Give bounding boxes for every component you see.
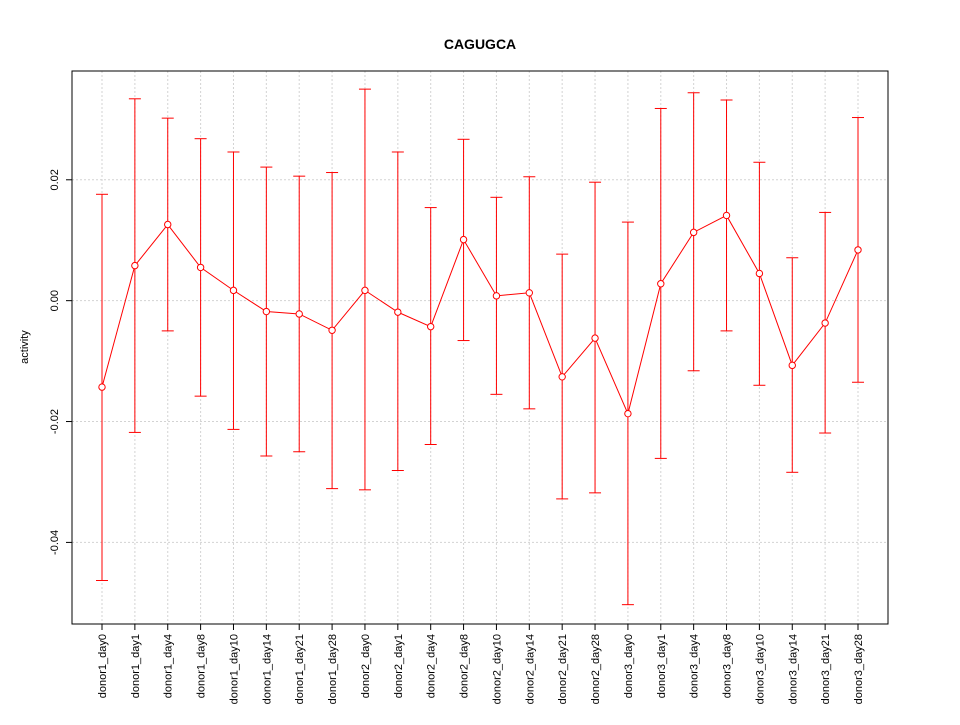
x-tick-label: donor3_day10 [754, 634, 766, 704]
y-tick-label: 0.00 [49, 290, 61, 311]
data-point-donor3_day1 [657, 280, 665, 288]
x-tick-label: donor1_day21 [294, 634, 306, 704]
y-tick-label: -0.02 [49, 409, 61, 434]
x-tick-label: donor2_day4 [426, 634, 438, 698]
data-point-donor3_day14 [788, 361, 796, 370]
plot-frame [71, 70, 889, 625]
data-point-donor1_day4 [164, 220, 172, 229]
data-point-donor2_day4 [426, 322, 435, 331]
data-point-donor3_day8 [722, 211, 731, 220]
data-point-donor1_day28 [328, 326, 336, 334]
y-tick-label: -0.04 [49, 530, 61, 555]
data-point-donor2_day28 [591, 334, 599, 342]
data-point-donor2_day1 [394, 308, 402, 316]
x-tick-label: donor3_day28 [853, 634, 865, 704]
x-tick-label: donor1_day14 [261, 634, 273, 704]
data-point-donor2_day14 [525, 289, 534, 297]
data-point-donor3_day4 [689, 228, 698, 237]
x-tick-label: donor1_day8 [196, 634, 208, 698]
x-tick-label: donor1_day1 [130, 634, 142, 698]
x-axis: donor1_day0 donor1_day1 donor1_day4 donor1_… [97, 623, 865, 704]
data-point-donor3_day10 [755, 269, 764, 278]
x-tick-label: donor3_day21 [820, 634, 832, 704]
y-tick-label: 0.02 [49, 169, 61, 190]
x-tick-label: donor3_day0 [623, 634, 635, 698]
data-point-donor1_day8 [196, 263, 205, 272]
grid-layer [72, 71, 888, 624]
x-tick-label: donor2_day28 [590, 634, 602, 704]
data-point-donor1_day10 [229, 286, 238, 295]
x-tick-label: donor2_day8 [459, 634, 471, 698]
x-tick-label: donor2_day10 [491, 634, 503, 704]
x-tick-label: donor2_day1 [393, 634, 405, 698]
data-point-donor3_day28 [854, 246, 862, 254]
data-point-donor2_day21 [558, 373, 566, 381]
x-tick-label: donor3_day14 [787, 634, 799, 704]
x-tick-label: donor3_day4 [689, 634, 701, 698]
data-point-donor3_day0 [624, 409, 632, 418]
x-tick-label: donor1_day10 [228, 634, 240, 704]
errorbars-layer [96, 88, 864, 606]
data-point-donor2_day0 [361, 286, 369, 295]
data-point-donor1_day1 [131, 261, 139, 270]
data-point-donor2_day8 [459, 235, 468, 244]
series-layer [98, 211, 862, 418]
x-tick-label: donor3_day1 [656, 634, 668, 698]
data-point-donor1_day0 [98, 383, 106, 391]
x-tick-label: donor3_day8 [722, 634, 734, 698]
x-tick-label: donor2_day0 [360, 634, 372, 698]
data-point-donor1_day21 [295, 310, 303, 318]
data-point-donor2_day10 [492, 292, 501, 300]
y-axis: -0.04 -0.02 0.00 0.02 [49, 169, 73, 555]
data-point-donor3_day21 [821, 319, 829, 327]
y-axis-label: activity [19, 330, 31, 364]
x-tick-label: donor1_day0 [97, 634, 109, 698]
x-tick-label: donor2_day14 [524, 634, 536, 704]
series-line [101, 214, 859, 416]
chart-title: CAGUGCA [444, 36, 516, 52]
x-tick-label: donor1_day28 [327, 634, 339, 704]
x-tick-label: donor1_day4 [163, 634, 175, 698]
data-point-donor1_day14 [262, 307, 271, 316]
x-tick-label: donor2_day21 [557, 634, 569, 704]
